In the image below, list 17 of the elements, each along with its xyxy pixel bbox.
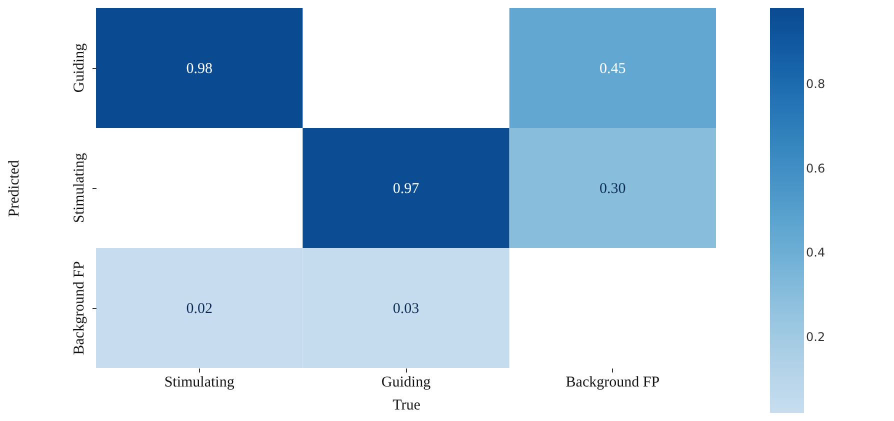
x-tick-label: Background FP bbox=[566, 374, 660, 390]
y-tick-label: Stimulating bbox=[72, 152, 88, 224]
data-label: 0.97 bbox=[392, 181, 420, 197]
color-bar-label: 0.6 bbox=[806, 161, 826, 176]
x-axis-title: True bbox=[392, 398, 421, 414]
data-label: 0.30 bbox=[600, 181, 626, 197]
x-tick-label: Stimulating bbox=[164, 374, 235, 390]
color-bar-label: 0.2 bbox=[806, 330, 826, 344]
color-bar-label: 0.4 bbox=[806, 246, 826, 260]
data-label: 0.02 bbox=[186, 301, 212, 317]
y-axis-title: Predicted bbox=[6, 160, 22, 217]
y-tick-label: Guiding bbox=[72, 42, 88, 93]
data-label: 0.03 bbox=[392, 301, 420, 317]
data-label: 0.98 bbox=[186, 61, 212, 77]
x-tick-label: Guiding bbox=[381, 374, 432, 390]
color-bar-label: 0.8 bbox=[806, 76, 826, 91]
data-label: 0.45 bbox=[600, 61, 626, 77]
